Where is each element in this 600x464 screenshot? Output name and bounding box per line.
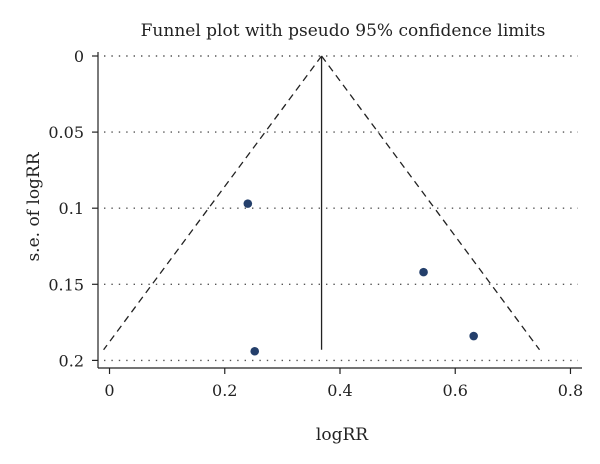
x-axis-label: logRR	[316, 425, 369, 445]
study-point	[419, 267, 428, 277]
upper-confidence-limit	[321, 55, 541, 351]
x-tick-label: 0.2	[212, 381, 237, 400]
gridlines	[104, 55, 578, 362]
confidence-limits	[103, 55, 541, 351]
x-tick-label: 0.8	[558, 381, 583, 400]
y-tick-label: 0.05	[48, 123, 84, 142]
study-point	[250, 346, 260, 356]
lower-confidence-limit	[103, 55, 323, 351]
axes: 0 0.05 0.1 0.15 0.2 0 0.2 0.4 0.6 0.8	[48, 47, 583, 400]
y-tick-label: 0.15	[48, 275, 84, 294]
y-tick-label: 0.1	[59, 199, 84, 218]
x-tick-label: 0.4	[327, 381, 352, 400]
y-axis-label: s.e. of logRR	[24, 151, 44, 261]
study-point	[469, 331, 478, 341]
x-tick-label: 0.6	[443, 381, 468, 400]
chart-title: Funnel plot with pseudo 95% confidence l…	[141, 21, 546, 41]
y-tick-label: 0.2	[59, 351, 84, 370]
study-points	[243, 199, 478, 356]
study-point	[243, 199, 253, 208]
x-tick-label: 0	[104, 381, 114, 400]
y-tick-label: 0	[74, 47, 84, 66]
